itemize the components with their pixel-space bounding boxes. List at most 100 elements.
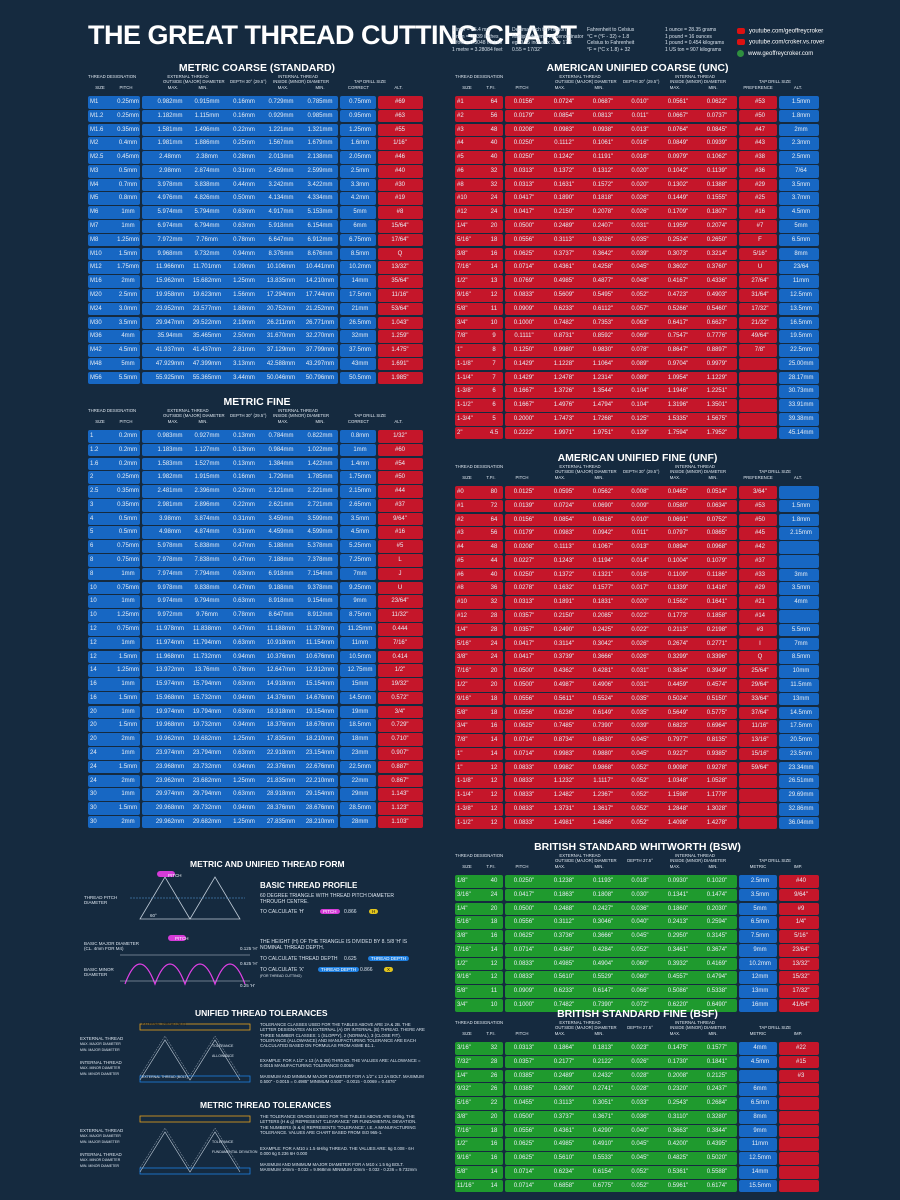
row-bar-left — [455, 582, 503, 596]
row-bar-alt — [378, 705, 423, 719]
cell-ext-min: 0.4258" — [592, 264, 614, 271]
row-bar-mid — [505, 330, 737, 343]
youtube-icon — [737, 28, 745, 34]
cell-size: 2.5 — [90, 488, 99, 495]
table-row: 1/8" 40 0.0250" 0.1238" 0.1193" 0.018" 0.0930"… — [455, 875, 820, 888]
row-bar-alt — [779, 888, 819, 902]
cell-ext-min: 0.8592" — [592, 333, 614, 340]
table-row: 2 0.25mm 1.982mm 1.915mm 0.16mm 1.729mm 1.785m… — [88, 471, 426, 484]
table-row: #2 64 0.0156" 0.0854" 0.0816" 0.010" 0.0691" 0.… — [455, 513, 820, 527]
row-bar-tap — [739, 665, 777, 678]
row-bar-mid — [505, 1083, 737, 1096]
row-bar-mid — [505, 344, 737, 357]
cell-tpi: 32 — [490, 167, 498, 174]
row-bar-left — [455, 1083, 503, 1096]
row-bar-left — [88, 567, 140, 581]
website-link[interactable]: www.geoffreycroker.com — [737, 50, 813, 57]
header-pitch: PITCH — [515, 1031, 529, 1036]
row-bar-alt — [378, 344, 423, 357]
cell-ext-max: 0.3737" — [553, 250, 575, 257]
unified-tol-svg — [139, 1023, 251, 1083]
cell-int-max: 0.9704" — [667, 360, 689, 367]
cell-tap-1 — [742, 427, 778, 440]
row-bar-left — [455, 109, 503, 123]
row-bar-mid — [142, 220, 338, 233]
unc-section: AMERICAN UNIFIED COARSE (UNC) THREAD DES… — [455, 62, 820, 441]
cell-tpi: 48 — [490, 126, 498, 133]
cell-ext-max: 6.974mm — [157, 223, 183, 230]
row-bar-left — [455, 233, 503, 247]
cell-size: 7/32" — [457, 1058, 471, 1065]
cell-size: 1-1/8" — [457, 778, 473, 785]
cell-depth: 0.63mm — [233, 791, 255, 798]
youtube-link-2[interactable]: youtube.com/croker.vs.rover — [737, 39, 824, 46]
row-bar-left — [455, 720, 503, 733]
row-bar-mid — [505, 151, 737, 164]
row-bar-mid — [505, 96, 737, 109]
cell-tap-2: 22.5mm — [790, 347, 812, 354]
cell-depth: 0.052" — [631, 819, 649, 826]
cell-pitch: 0.0227" — [513, 557, 535, 564]
cell-int-max: 0.0894" — [667, 544, 689, 551]
cell-pitch: 0.0417" — [513, 195, 535, 202]
cell-tap-correct: 17.5mm — [349, 291, 371, 298]
cell-tpi: 16 — [490, 250, 498, 257]
row-bar-tap — [739, 902, 777, 916]
cell-depth: 0.018" — [631, 878, 649, 884]
cell-tap-correct: 10.5mm — [349, 653, 371, 660]
row-bar-alt — [378, 471, 423, 484]
row-bar-mid — [142, 595, 338, 608]
row-bar-tap — [739, 582, 777, 596]
youtube-link-1[interactable]: youtube.com/geoffreycroker — [737, 28, 823, 35]
cell-int-max: 0.1959" — [667, 223, 689, 230]
row-bar-alt — [378, 485, 423, 498]
cell-ext-min: 6.794mm — [194, 223, 220, 230]
cell-int-min: 0.1641" — [706, 599, 728, 606]
unified-tol-text3: MAXIMUM AND MINIMUM MAJOR DIAMETER FOR A… — [260, 1074, 424, 1085]
row-bar-mid — [505, 665, 737, 678]
cell-ext-max: 0.1372" — [553, 571, 575, 578]
row-bar-mid — [505, 220, 737, 233]
cell-int-max: 0.3932" — [667, 960, 689, 967]
cell-size: 9/32" — [457, 1086, 471, 1093]
cell-ext-max: 0.3113" — [553, 1100, 575, 1107]
row-bar-tap — [739, 943, 777, 957]
cell-size: #3 — [457, 126, 464, 133]
cell-int-min: 0.5588" — [706, 1169, 728, 1176]
cell-ext-max: 1.583mm — [157, 460, 183, 467]
cell-ext-max: 0.4985" — [553, 960, 575, 967]
row-bar-alt — [378, 733, 423, 746]
row-bar-left — [455, 568, 503, 582]
cell-size: 7/16" — [457, 1127, 471, 1134]
cell-size: M16 — [90, 278, 102, 285]
row-bar-mid — [142, 288, 338, 302]
cell-ext-min: 0.7353" — [592, 319, 614, 326]
cell-size: 5/8" — [457, 988, 468, 995]
cell-int-max: 3.242mm — [268, 181, 294, 188]
header-min: MIN. — [708, 1031, 718, 1036]
row-bar-alt — [378, 457, 423, 471]
cell-depth: 0.22mm — [233, 126, 255, 133]
cell-int-max: 0.0667" — [667, 112, 689, 119]
header-min: MIN. — [198, 85, 208, 90]
row-bar-mid — [505, 888, 737, 902]
row-bar-alt — [378, 123, 423, 137]
cell-int-max: 0.1730" — [667, 1058, 689, 1065]
cell-tap-2: 17.5mm — [790, 723, 812, 730]
row-bar-alt — [378, 774, 423, 788]
row-bar-mid — [505, 1097, 737, 1110]
row-bar-tap — [340, 554, 376, 567]
cell-tap-correct: 9mm — [353, 598, 367, 605]
cell-size: 30 — [90, 818, 97, 825]
table-row: 5/16" 24 0.0417" 0.3114" 0.3042" 0.026" 0.2674… — [455, 637, 820, 651]
metric-tol-svg — [139, 1115, 251, 1175]
row-bar-mid — [142, 330, 338, 343]
cell-tap-correct: 0.75mm — [349, 99, 371, 105]
row-bar-alt — [378, 650, 423, 664]
cell-tpi: 10 — [490, 319, 498, 326]
cell-pitch: 0.0417" — [513, 640, 535, 647]
cell-ext-min: 0.6154" — [592, 1169, 614, 1176]
header-max: MAX. — [167, 85, 179, 90]
cell-depth: 0.28mm — [233, 154, 255, 161]
cell-int-min: 1.7952" — [706, 429, 728, 436]
